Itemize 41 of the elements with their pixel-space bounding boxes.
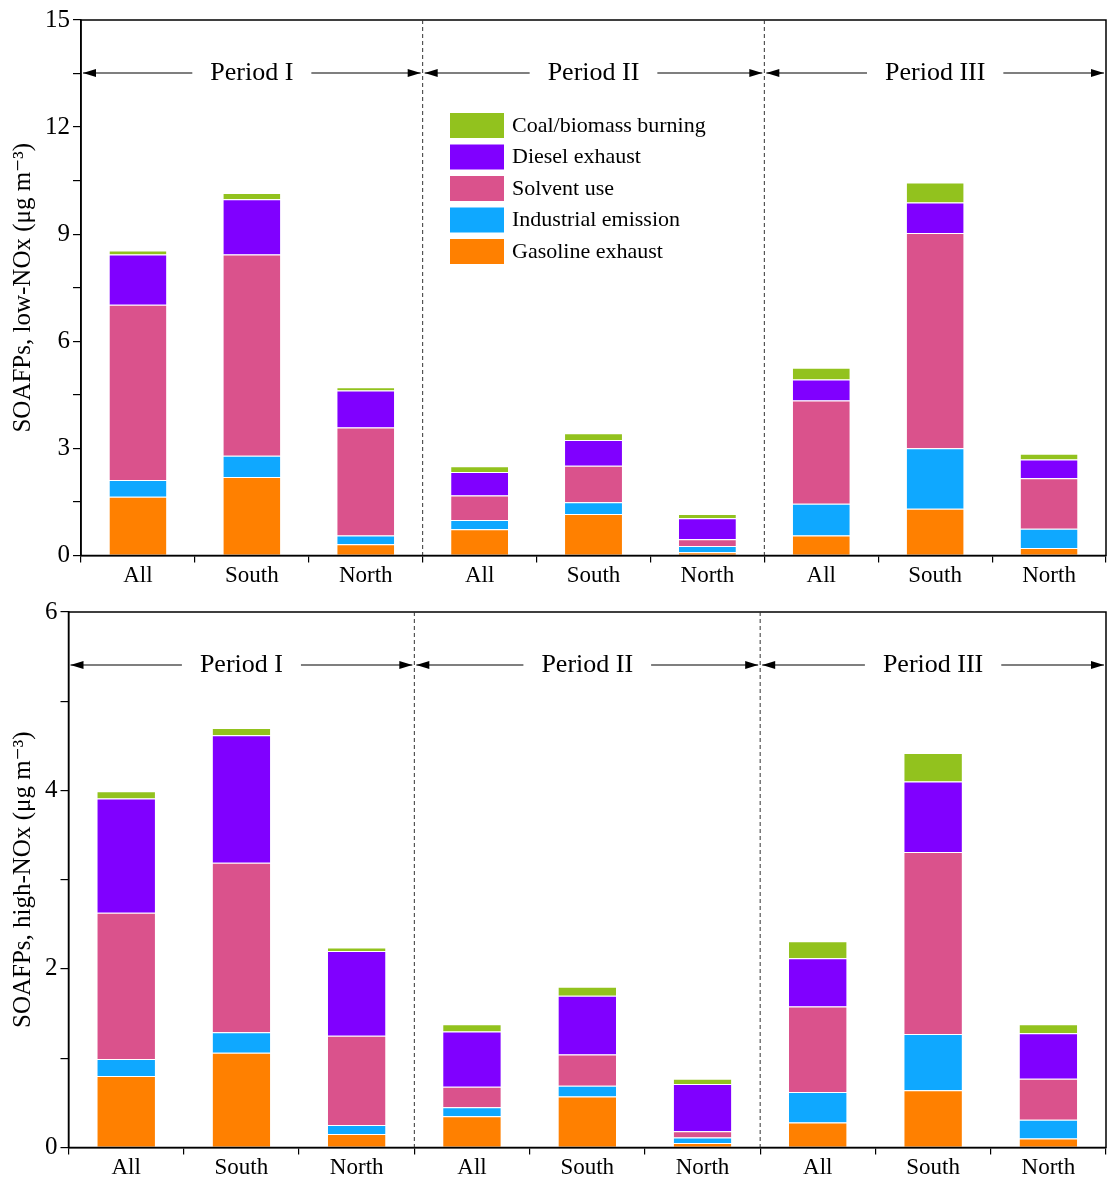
x-tick-label: All <box>806 562 836 588</box>
x-tick-label: North <box>1021 1154 1076 1180</box>
x-tick-label: South <box>906 1154 961 1180</box>
annotation: Period I <box>210 56 294 86</box>
legend-label: Industrial emission <box>512 206 681 232</box>
x-tick-label: North <box>1022 562 1077 588</box>
annotation: Period III <box>884 56 986 86</box>
legend-label: Solvent use <box>512 174 615 200</box>
x-tick-label: South <box>908 562 963 588</box>
y-tick-label: 2 <box>45 953 58 981</box>
annotation: Period II <box>547 56 640 86</box>
x-tick-label: North <box>675 1154 730 1180</box>
x-tick-label: South <box>224 562 280 588</box>
legend-label: Coal/biomass burning <box>512 111 706 137</box>
x-tick-label: North <box>338 562 394 588</box>
x-tick-label: All <box>803 1154 833 1180</box>
x-tick-label: All <box>464 562 495 588</box>
y-tick-label: 0 <box>57 539 70 567</box>
y-axis-title: SOAFPs, high-NOx (μg m⁻³) <box>7 731 36 1029</box>
y-tick-label: 3 <box>57 432 70 460</box>
annotation: Period I <box>199 648 283 678</box>
annotation: Period II <box>541 648 634 678</box>
x-tick-label: South <box>560 1154 615 1180</box>
y-tick-label: 15 <box>45 4 70 32</box>
x-tick-label: North <box>680 562 735 588</box>
x-tick-label: All <box>111 1154 141 1180</box>
x-tick-label: All <box>123 562 153 588</box>
y-tick-label: 6 <box>57 325 70 353</box>
x-tick-label: North <box>329 1154 385 1180</box>
x-tick-label: South <box>214 1154 269 1180</box>
y-tick-label: 12 <box>45 111 70 139</box>
y-tick-label: 9 <box>57 218 70 246</box>
annotation: Period III <box>882 648 984 678</box>
x-tick-label: All <box>457 1154 487 1180</box>
legend-label: Gasoline exhaust <box>512 237 663 263</box>
y-tick-label: 6 <box>45 596 58 624</box>
y-tick-label: 4 <box>45 775 58 803</box>
legend-label: Diesel exhaust <box>512 143 641 169</box>
x-tick-label: South <box>566 562 621 588</box>
y-axis-title: SOAFPs, low-NOx (μg m⁻³) <box>7 142 36 433</box>
y-tick-label: 0 <box>45 1131 58 1159</box>
